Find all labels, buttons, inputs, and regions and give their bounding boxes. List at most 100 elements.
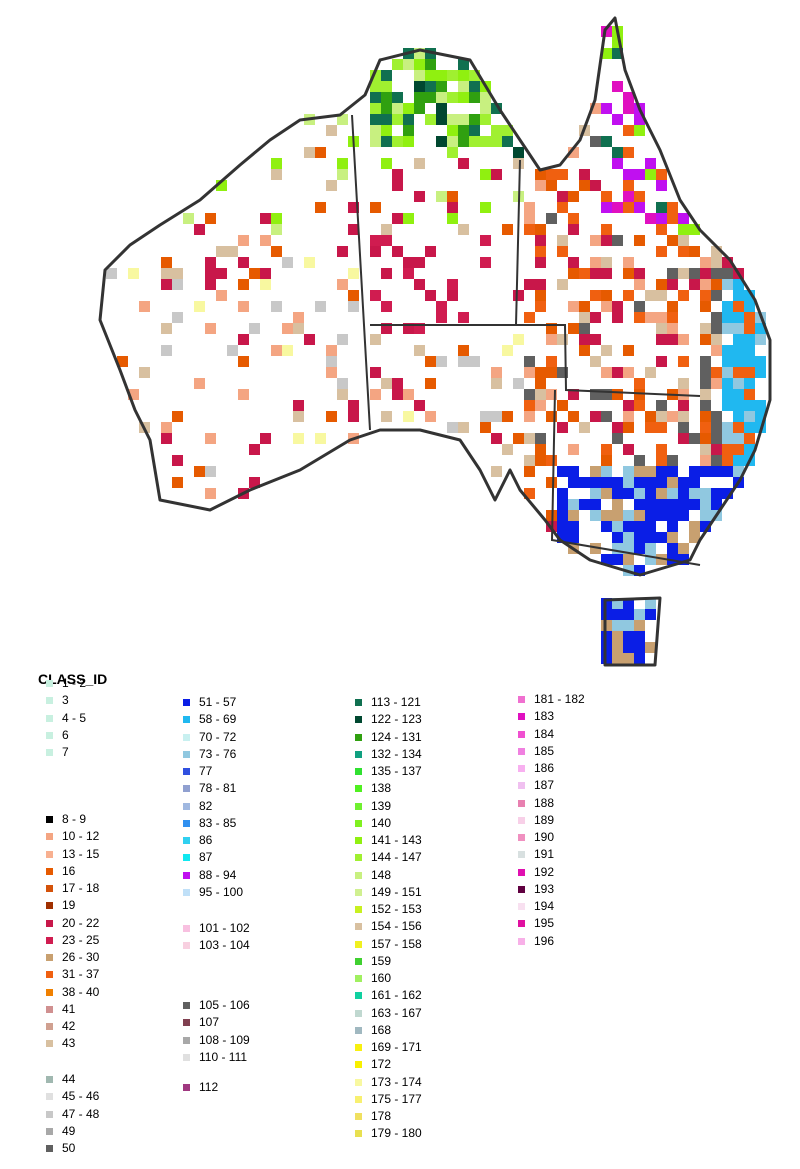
class-cell [678, 488, 689, 499]
class-cell [590, 103, 601, 114]
class-cell [425, 114, 436, 125]
class-cell [546, 213, 557, 224]
legend-label: 108 - 109 [199, 1032, 250, 1047]
class-cell [656, 356, 667, 367]
legend-label: 141 - 143 [371, 833, 422, 847]
legend-swatch [355, 837, 362, 844]
class-cell [227, 345, 238, 356]
class-cell [744, 290, 755, 301]
legend-swatch [355, 768, 362, 775]
class-cell [205, 466, 216, 477]
class-cell [381, 70, 392, 81]
class-cell [634, 653, 645, 664]
class-cell [711, 466, 722, 477]
class-cell [689, 466, 700, 477]
legend-label: 172 [371, 1057, 392, 1072]
class-cell [546, 367, 557, 378]
class-cell [348, 400, 359, 411]
class-cell [436, 356, 447, 367]
class-cell [370, 103, 381, 114]
class-cell [733, 422, 744, 433]
legend-swatch [518, 765, 525, 772]
legend-label: 86 [199, 833, 213, 847]
class-cell [634, 191, 645, 202]
class-cell [634, 499, 645, 510]
class-cell [733, 378, 744, 389]
class-cell [667, 499, 678, 510]
class-cell [678, 400, 689, 411]
class-cell [755, 367, 766, 378]
legend-swatch [46, 988, 53, 996]
class-cell [623, 169, 634, 180]
class-cell [623, 125, 634, 136]
class-cell [403, 125, 414, 136]
class-cell [689, 279, 700, 290]
class-cell [667, 268, 678, 279]
class-cell [172, 455, 183, 466]
class-cell [293, 411, 304, 422]
class-cell [392, 169, 403, 180]
class-cell [216, 246, 227, 257]
class-cell [557, 466, 568, 477]
class-cell [623, 543, 634, 554]
class-cell [315, 301, 326, 312]
class-cell [447, 202, 458, 213]
class-cell [634, 455, 645, 466]
class-cell [733, 411, 744, 422]
class-cell [590, 290, 601, 301]
class-cell [337, 114, 348, 125]
class-cell [238, 235, 249, 246]
class-cell [370, 136, 381, 147]
class-cell [656, 224, 667, 235]
class-cell [623, 191, 634, 202]
class-cell [370, 125, 381, 136]
class-cell [524, 488, 535, 499]
legend-label: 107 [199, 1015, 220, 1030]
class-cell [480, 202, 491, 213]
class-cell [700, 444, 711, 455]
class-cell [414, 191, 425, 202]
class-cell [601, 521, 612, 532]
legend-swatch [355, 1113, 362, 1120]
legend-swatch [46, 1005, 53, 1013]
class-cell [469, 92, 480, 103]
class-cell [392, 378, 403, 389]
class-cell [172, 411, 183, 422]
legend-label: 173 - 174 [371, 1074, 422, 1089]
class-cell [425, 59, 436, 70]
legend-swatch [183, 1084, 190, 1091]
legend-swatch [46, 885, 53, 892]
class-cell [700, 257, 711, 268]
class-cell [689, 532, 700, 543]
class-cell [524, 356, 535, 367]
class-cell [480, 422, 491, 433]
class-cell [271, 246, 282, 257]
class-cell [568, 499, 579, 510]
class-cell [601, 301, 612, 312]
class-cell [469, 125, 480, 136]
class-cell [656, 422, 667, 433]
class-cell [700, 367, 711, 378]
legend-swatch [183, 733, 190, 741]
class-cell [491, 411, 502, 422]
class-cell [744, 323, 755, 334]
class-cell [315, 202, 326, 213]
class-cell [326, 411, 337, 422]
class-cell [634, 620, 645, 631]
class-cell [645, 642, 656, 653]
class-cell [601, 455, 612, 466]
class-cell [667, 235, 678, 246]
class-cell [403, 114, 414, 125]
class-cell [403, 103, 414, 114]
class-cell [744, 389, 755, 400]
legend-swatch [518, 747, 525, 755]
class-cell [612, 48, 623, 59]
class-cell [513, 147, 524, 158]
class-cell [502, 444, 513, 455]
class-cell [612, 609, 623, 620]
legend-swatch [355, 1009, 362, 1017]
class-cell [370, 81, 381, 92]
class-cell [634, 312, 645, 323]
class-cell [546, 169, 557, 180]
legend-swatch [183, 837, 190, 844]
